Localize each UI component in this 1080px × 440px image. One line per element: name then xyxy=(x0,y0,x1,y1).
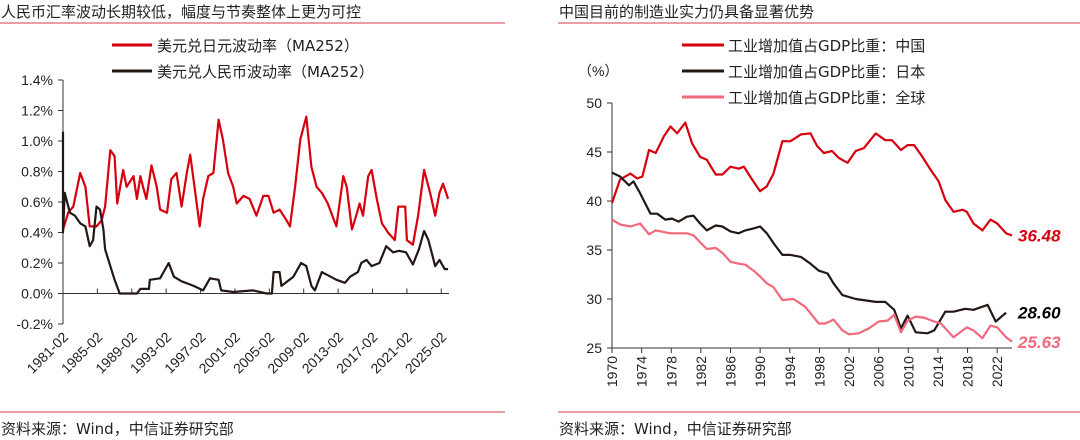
y-tick-label: 25 xyxy=(586,340,602,356)
right-series: 36.48 28.60 25.63 xyxy=(610,121,1061,352)
end-value-label: 25.63 xyxy=(1017,333,1061,352)
y-tick-label: 0.2% xyxy=(21,255,53,271)
y-tick-label: 0.0% xyxy=(21,286,53,302)
x-tick-label: 1994 xyxy=(782,356,798,387)
right-chart-title: 中国目前的制造业实力仍具备显著优势 xyxy=(559,3,814,21)
end-value-label: 36.48 xyxy=(1018,226,1061,245)
y-tick-label: 0.4% xyxy=(21,225,53,241)
legend-label-japan: 工业增加值占GDP比重：日本 xyxy=(728,63,925,81)
x-tick-label: 2022 xyxy=(989,356,1005,387)
legend-label-jpy: 美元兑日元波动率（MA252） xyxy=(157,37,359,55)
y-tick-label: 30 xyxy=(586,291,602,307)
series-line-1 xyxy=(61,131,449,295)
x-tick-label: 1978 xyxy=(663,356,679,387)
y-tick-label: 50 xyxy=(586,95,602,111)
series-line-1 xyxy=(611,171,1007,335)
x-tick-label: 2018 xyxy=(960,356,976,387)
x-tick-label: 2014 xyxy=(930,356,946,387)
x-tick-label: 2010 xyxy=(900,356,916,387)
left-chart-panel: 人民币汇率波动长期较低，幅度与节奏整体上更为可控 美元兑日元波动率（MA252）… xyxy=(0,3,505,438)
x-tick-label: 1990 xyxy=(752,356,768,387)
y-tick-label: 0.6% xyxy=(21,194,53,210)
y-tick-label: 1.0% xyxy=(21,133,53,149)
y-tick-label: 35 xyxy=(586,242,602,258)
left-legend: 美元兑日元波动率（MA252） 美元兑人民币波动率（MA252） xyxy=(112,37,374,81)
x-tick-label: 1998 xyxy=(811,356,827,387)
right-legend: 工业增加值占GDP比重：中国 工业增加值占GDP比重：日本 工业增加值占GDP比… xyxy=(682,37,925,107)
legend-label-china: 工业增加值占GDP比重：中国 xyxy=(728,37,925,55)
y-tick-label: 0.8% xyxy=(21,164,53,180)
legend-label-cny: 美元兑人民币波动率（MA252） xyxy=(157,63,374,81)
legend-label-world: 工业增加值占GDP比重：全球 xyxy=(728,89,925,107)
left-series xyxy=(61,115,450,295)
left-chart-title: 人民币汇率波动长期较低，幅度与节奏整体上更为可控 xyxy=(1,3,361,21)
left-source: 资料来源：Wind，中信证券研究部 xyxy=(1,420,234,438)
x-tick-label: 2006 xyxy=(871,356,887,387)
right-chart-panel: 中国目前的制造业实力仍具备显著优势 工业增加值占GDP比重：中国 工业增加值占G… xyxy=(558,3,1080,438)
series-line-2 xyxy=(611,218,1013,343)
end-value-label: 28.60 xyxy=(1017,304,1061,323)
x-tick-label: 1986 xyxy=(723,356,739,387)
x-tick-label: 1982 xyxy=(693,356,709,387)
y-axis-unit: （%） xyxy=(578,63,618,79)
y-tick-label: 45 xyxy=(586,144,602,160)
y-tick-label: 1.2% xyxy=(21,103,53,119)
y-tick-label: -0.2% xyxy=(16,316,53,332)
x-tick-label: 2002 xyxy=(841,356,857,387)
y-tick-label: 40 xyxy=(586,193,602,209)
right-source: 资料来源：Wind，中信证券研究部 xyxy=(559,420,792,438)
series-line-0 xyxy=(610,121,1013,237)
x-tick-label: 1974 xyxy=(634,356,650,387)
x-tick-label: 1970 xyxy=(604,356,620,387)
y-tick-label: 1.4% xyxy=(21,72,53,88)
series-line-0 xyxy=(61,115,450,246)
